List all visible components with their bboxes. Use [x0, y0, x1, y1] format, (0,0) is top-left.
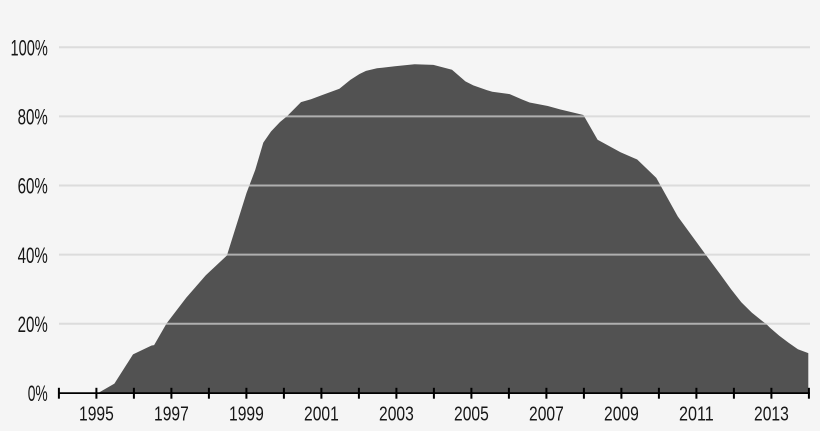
svg-text:1999: 1999: [229, 403, 264, 425]
svg-text:2003: 2003: [379, 403, 414, 425]
svg-text:2001: 2001: [304, 403, 339, 425]
svg-text:2013: 2013: [754, 403, 789, 425]
svg-text:1997: 1997: [154, 403, 189, 425]
svg-text:100%: 100%: [11, 36, 48, 61]
svg-text:2009: 2009: [604, 403, 639, 425]
svg-text:2005: 2005: [454, 403, 489, 425]
svg-text:1995: 1995: [79, 403, 114, 425]
svg-text:60%: 60%: [18, 174, 48, 199]
svg-text:20%: 20%: [18, 312, 48, 337]
svg-text:0%: 0%: [28, 381, 48, 406]
svg-text:2011: 2011: [679, 403, 714, 425]
svg-text:40%: 40%: [18, 243, 48, 268]
svg-text:80%: 80%: [18, 105, 48, 130]
svg-text:2007: 2007: [529, 403, 564, 425]
